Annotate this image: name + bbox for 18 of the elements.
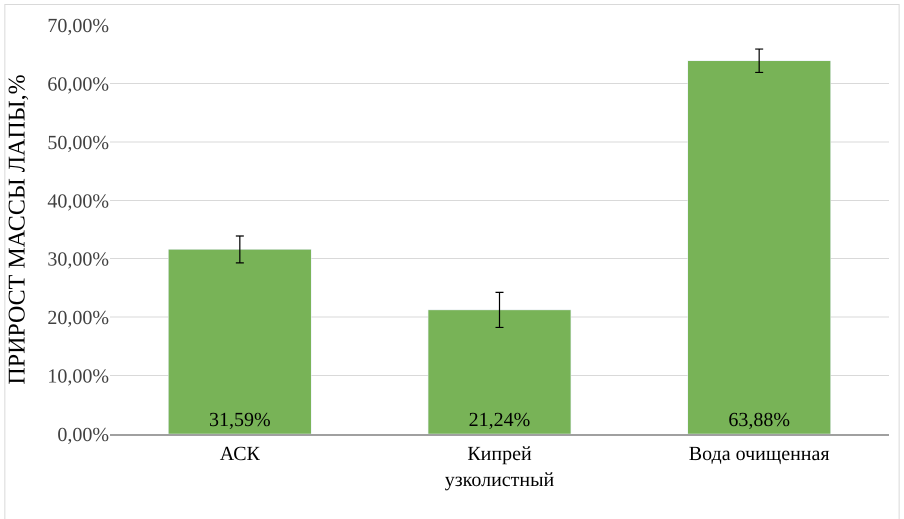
y-tick-label: 20,00%: [47, 307, 109, 330]
data-label: 63,88%: [728, 409, 790, 431]
x-tick-label: АСК: [220, 443, 261, 465]
y-tick-label: 50,00%: [47, 132, 109, 154]
data-label: 31,59%: [209, 409, 271, 431]
y-tick-label: 60,00%: [47, 73, 109, 96]
bar: [688, 60, 831, 434]
x-tick-label: Кипрей узколистный: [444, 443, 555, 491]
x-tick-label: Вода очищенная: [688, 443, 830, 465]
y-tick-label: 70,00%: [47, 15, 109, 37]
y-axis-title: ПРИРОСТ МАССЫ ЛАПЫ,%: [4, 74, 30, 385]
bar: [168, 249, 312, 434]
y-tick-label: 0,00%: [57, 424, 109, 446]
y-tick-label: 40,00%: [47, 190, 109, 212]
y-tick-label: 30,00%: [47, 248, 109, 271]
bar: [428, 310, 572, 434]
data-label: 21,24%: [468, 409, 530, 431]
y-tick-label: 10,00%: [47, 366, 109, 388]
